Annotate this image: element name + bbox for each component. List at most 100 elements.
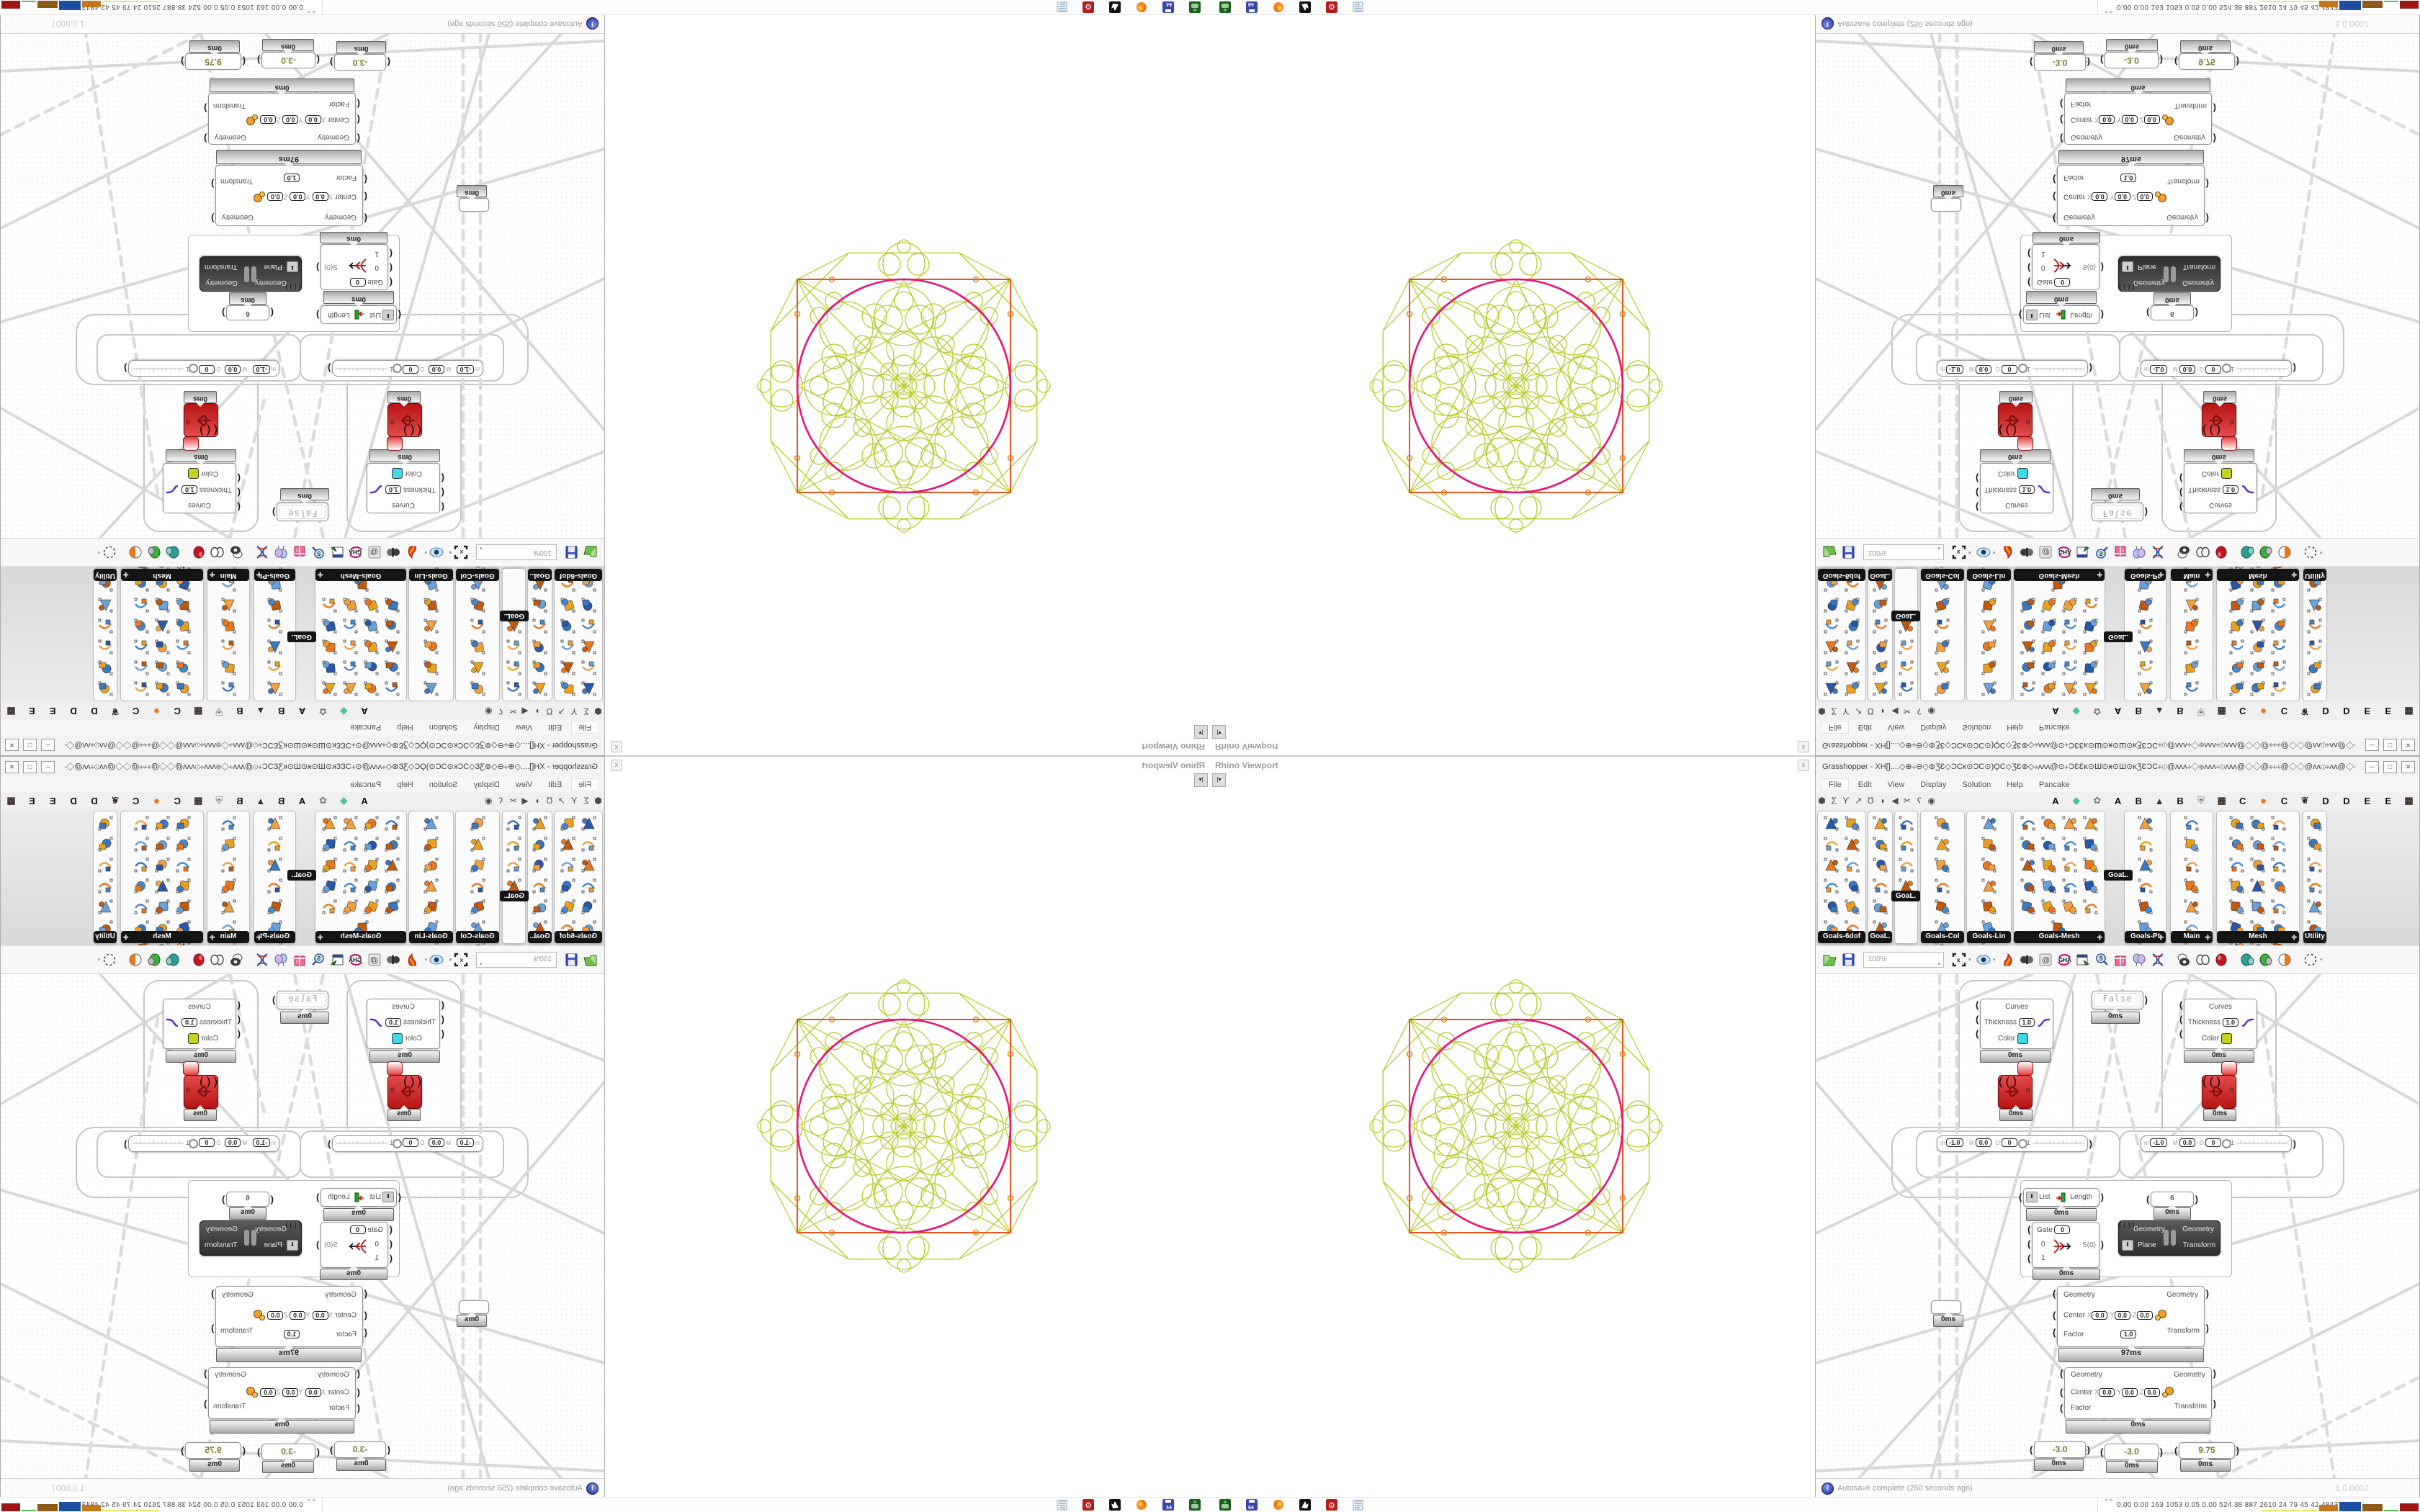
floppy-64-icon[interactable]: 64 [1246, 1, 1258, 13]
component-icon[interactable] [578, 876, 599, 896]
slider-min[interactable]: -1.0 [457, 365, 474, 374]
panel-expand-icon[interactable]: ✚ [2158, 934, 2164, 941]
plugin-tab[interactable]: ◆ [2072, 795, 2080, 806]
component-icon[interactable] [2135, 876, 2156, 896]
maximize-icon[interactable]: □ [2383, 761, 2397, 773]
menu-solution[interactable]: Solution [429, 780, 458, 789]
palette-panel-label[interactable]: Goals-Lin [1967, 931, 2011, 943]
palette-panel-label[interactable]: Goals-6dof [555, 931, 602, 943]
color-swatch[interactable] [2220, 1033, 2232, 1044]
category-tool-icon[interactable]: ↗ [557, 796, 565, 806]
category-tool-icon[interactable]: ◉ [485, 706, 493, 716]
red-gear-icon[interactable]: ⚙ [1083, 1499, 1094, 1511]
plugin-tab[interactable]: B [236, 795, 243, 806]
flatten-icon[interactable]: ⬇ [382, 1192, 394, 1202]
category-tool-icon[interactable]: Ʊ [1867, 706, 1874, 716]
center-z[interactable]: 0.0 [2136, 1310, 2153, 1320]
component-icon[interactable] [1896, 855, 1916, 876]
palette-panel-label[interactable]: Goals-6dof [1818, 931, 1865, 943]
slider-track[interactable] [336, 364, 387, 373]
component-icon[interactable] [131, 595, 152, 616]
close-icon[interactable]: ✕ [5, 761, 19, 773]
solver-node[interactable]: ( ( 0 ) [2202, 1075, 2236, 1109]
plugin-tab[interactable]: C [2280, 795, 2288, 806]
category-tool-icon[interactable]: ◀ [521, 796, 529, 806]
grasshopper-titlebar[interactable]: Grasshopper - XH[]....◇⊕⧾⊖◇⊛ƷƐ◇ƆCκ⊙ƆC⊙)Ϙ… [1, 757, 604, 777]
flatten-icon[interactable]: ⬇ [2122, 1240, 2133, 1251]
plugin-tab[interactable]: E [2385, 706, 2392, 717]
plugin-tab[interactable]: D [70, 795, 77, 806]
palette-panel-label[interactable]: Main ✚ [2171, 569, 2213, 581]
slider-min[interactable]: -1.0 [253, 365, 270, 374]
solver-reset-capsule[interactable] [183, 436, 199, 451]
close-icon[interactable]: x [611, 741, 622, 752]
component-icon[interactable] [2059, 813, 2080, 834]
plugin-tab[interactable]: ▲ [256, 795, 266, 806]
scale-node[interactable]: ( ( ( Geometry Center X0.0 Y0.0 Z0.0 Fac… [211, 1286, 367, 1347]
search-icon[interactable]: S [309, 950, 328, 969]
menu-help[interactable]: Help [397, 780, 413, 789]
component-icon[interactable] [2080, 834, 2101, 855]
component-icon[interactable] [2135, 616, 2156, 636]
category-tool-icon[interactable]: ↗ [557, 706, 565, 716]
component-icon[interactable] [340, 678, 361, 699]
component-icon[interactable] [2227, 876, 2248, 896]
component-icon[interactable] [382, 813, 403, 834]
component-icon[interactable] [131, 657, 152, 678]
component-icon[interactable] [1870, 616, 1891, 636]
center-z[interactable]: 0.0 [260, 1387, 277, 1397]
plugin-tab[interactable]: ▲ [256, 706, 266, 717]
palette-panel-label[interactable]: Goals-Mesh ✚ [315, 931, 406, 943]
menu-solution[interactable]: Solution [429, 723, 458, 732]
category-tool-icon[interactable]: Σ [583, 706, 589, 716]
remote-panel-icon[interactable]: @ [2036, 950, 2055, 969]
component-icon[interactable] [173, 678, 194, 699]
thickness-value[interactable]: 1.0 [182, 1017, 198, 1027]
plugin-tab[interactable]: C [132, 795, 140, 806]
component-icon[interactable] [2227, 616, 2248, 636]
component-icon[interactable] [421, 616, 442, 636]
panel-expand-icon[interactable]: ✚ [2205, 934, 2210, 941]
component-icon[interactable] [319, 636, 340, 657]
system-monitor-widget[interactable]: ⌃⌃ 0.00 0.00 163 1053 0.05 0.00 524 38 8… [2097, 0, 2420, 14]
component-icon[interactable] [152, 813, 173, 834]
component-icon[interactable] [557, 896, 578, 917]
plugin-tab[interactable]: E [2364, 795, 2371, 806]
palette-panel-label[interactable]: Goals-Col [1921, 569, 1964, 581]
close-icon[interactable]: ✕ [2401, 761, 2415, 773]
remote-panel-icon[interactable]: @ [365, 543, 384, 562]
component-icon[interactable] [173, 657, 194, 678]
component-icon[interactable] [131, 855, 152, 876]
component-icon[interactable] [529, 834, 550, 855]
component-icon[interactable] [218, 876, 239, 896]
system-monitor-widget[interactable]: ⌃⌃ 0.00 0.00 163 1053 0.05 0.00 524 38 8… [2097, 1498, 2420, 1512]
dropdown-caret-icon[interactable]: ▾ [424, 549, 427, 554]
menu-view[interactable]: View [1887, 723, 1905, 732]
component-icon[interactable] [1978, 678, 1999, 699]
stream-filter-node[interactable]: ( ( ( Gate 0 0 1 S(0) ) [316, 244, 393, 290]
component-icon[interactable] [319, 813, 340, 834]
category-tool-icon[interactable]: ◗ [534, 706, 540, 716]
component-icon[interactable] [504, 657, 524, 678]
component-icon[interactable] [2017, 855, 2038, 876]
component-icon[interactable] [319, 657, 340, 678]
color-swatch[interactable] [188, 1033, 200, 1044]
component-icon[interactable] [2080, 876, 2101, 896]
slider-max[interactable]: 0.0 [225, 365, 241, 374]
component-icon[interactable] [504, 636, 524, 657]
md-slider[interactable]: m -1.0 M 0.0 D 0 1 ) [2141, 360, 2296, 377]
component-icon[interactable] [1842, 813, 1863, 834]
thickness-value[interactable]: 1.0 [182, 485, 198, 495]
component-icon[interactable] [467, 813, 488, 834]
component-icon[interactable] [557, 855, 578, 876]
black-fox-icon[interactable] [1109, 1, 1121, 13]
component-icon[interactable] [1896, 636, 1916, 657]
component-icon[interactable] [2017, 595, 2038, 616]
dropdown-caret-icon[interactable]: ▾ [2320, 549, 2323, 554]
slider-digits[interactable]: 0 [2205, 1138, 2221, 1147]
stream-filter-node[interactable]: ( ( ( Gate 0 0 1 S(0) ) [2027, 244, 2104, 290]
slider-min[interactable]: -1.0 [2150, 1138, 2167, 1147]
component-icon[interactable] [1842, 896, 1863, 917]
factor-value[interactable]: 1.0 [2120, 174, 2137, 182]
palette-panel-label[interactable]: Goals-Lin [409, 931, 453, 943]
